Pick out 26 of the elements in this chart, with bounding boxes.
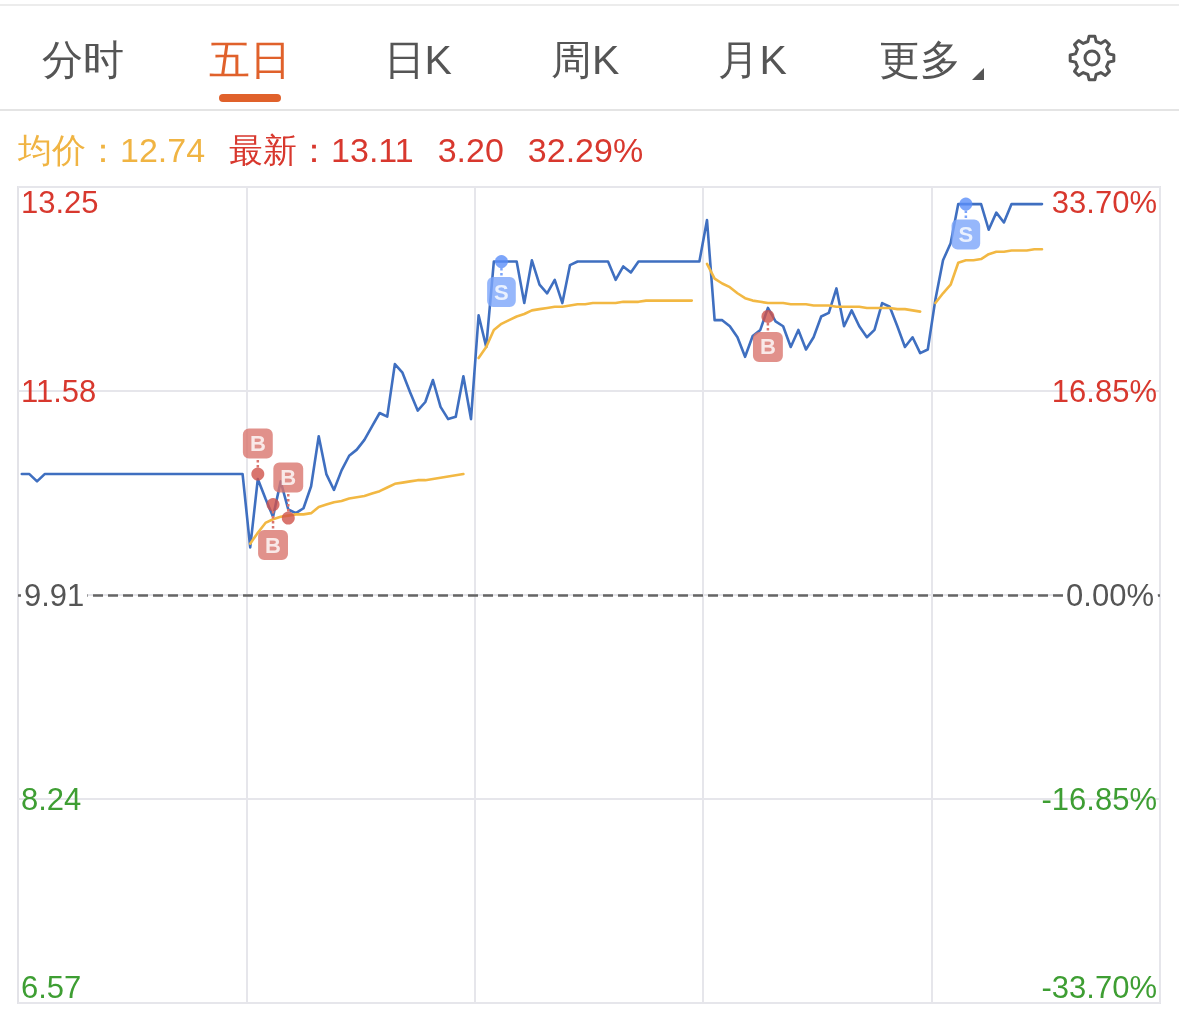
y2-tick-label: -16.85% <box>1041 781 1157 817</box>
text: 日K <box>383 36 452 85</box>
text: 五日 <box>209 36 292 85</box>
data-label: B <box>265 532 281 558</box>
text: 分时 <box>42 36 124 85</box>
y-tick-label: 11.58 <box>21 373 97 409</box>
data-label: B <box>280 465 297 491</box>
data-label: B <box>759 334 776 360</box>
data-label: B <box>249 431 266 457</box>
y-tick-label: 8.24 <box>21 781 82 817</box>
text: 月K <box>718 36 787 85</box>
y-tick-label: 9.91 <box>24 577 85 613</box>
y-tick-label: 6.57 <box>21 970 82 1005</box>
y2-tick-label: -33.70% <box>1041 970 1157 1005</box>
y-tick-label: 13.25 <box>21 185 99 220</box>
text: 周K <box>551 36 620 85</box>
text: 3.20 <box>437 130 504 171</box>
text: 更多 <box>879 36 961 85</box>
text: 均价：12.74 <box>18 130 206 171</box>
data-label: S <box>494 279 509 305</box>
y2-tick-label: 16.85% <box>1051 373 1157 409</box>
y2-tick-label: 33.70% <box>1051 185 1157 220</box>
text: 最新：13.11 <box>229 130 414 171</box>
data-label: S <box>958 222 974 248</box>
y2-tick-label: 0.00% <box>1066 577 1154 613</box>
text: 32.29% <box>527 130 644 171</box>
